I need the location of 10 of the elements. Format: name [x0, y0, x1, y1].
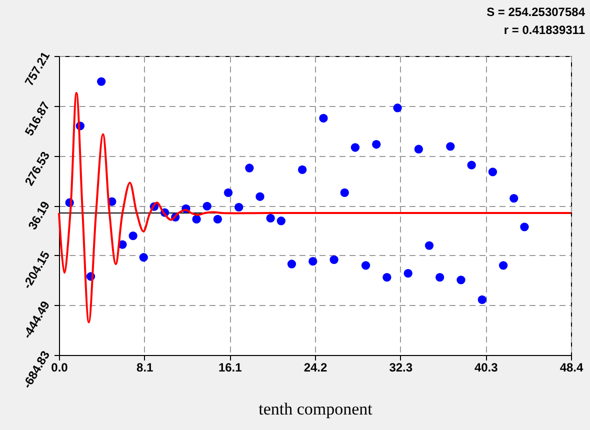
x-tick-label: 0.0 [51, 360, 68, 374]
x-tick-label: 24.2 [304, 360, 328, 374]
x-axis-title: tenth component [258, 400, 373, 418]
text: r = 0.41839311 [504, 23, 586, 37]
x-tick-label: 40.3 [474, 360, 498, 374]
x-tick-label: 8.1 [136, 360, 154, 374]
x-tick-label: 32.3 [389, 360, 413, 374]
text: S = 254.25307584 [486, 5, 586, 19]
x-tick-label: 48.4 [560, 360, 584, 374]
x-tick-label: 16.1 [218, 360, 242, 374]
